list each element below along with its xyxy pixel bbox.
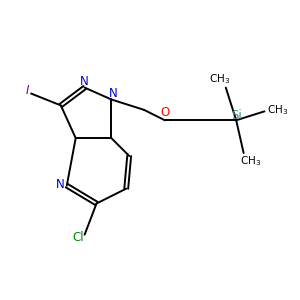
Text: CH$_3$: CH$_3$ [240,154,262,168]
Text: N: N [56,178,64,191]
Text: Si: Si [231,109,242,122]
Text: Cl: Cl [72,231,84,244]
Text: N: N [110,87,118,100]
Text: N: N [80,74,89,88]
Text: CH$_3$: CH$_3$ [208,72,230,86]
Text: O: O [160,106,170,119]
Text: CH$_3$: CH$_3$ [267,103,288,117]
Text: I: I [26,84,29,97]
